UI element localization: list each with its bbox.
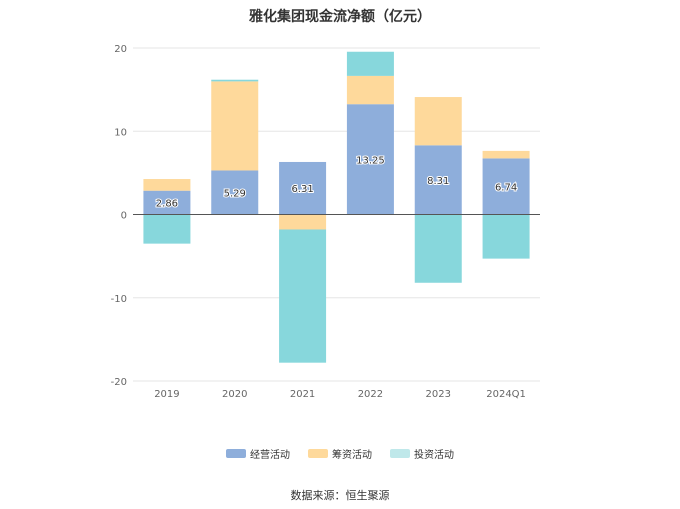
bar-segment xyxy=(414,97,462,146)
data-label: 8.31 xyxy=(427,176,449,187)
data-label: 13.25 xyxy=(356,155,385,166)
bar-segment xyxy=(279,214,327,230)
bar-segment xyxy=(482,150,530,159)
legend-item-financing[interactable]: 筹资活动 xyxy=(308,446,372,461)
y-tick-label: -20 xyxy=(111,377,127,388)
bar-segment xyxy=(211,170,259,215)
bar-segment xyxy=(482,214,530,259)
x-tick-label: 2020 xyxy=(222,389,247,400)
bar-segment xyxy=(346,104,394,215)
x-tick-label: 2023 xyxy=(426,389,451,400)
bar-segment xyxy=(143,214,191,244)
bar-segment xyxy=(346,75,394,105)
legend-label-investing: 投资活动 xyxy=(414,450,454,461)
y-tick-label: -10 xyxy=(111,294,127,305)
cashflow-chart: 20 10 0 -10 -20 2019 2020 2021 2022 2023 2024Q1 2.… xyxy=(111,44,540,400)
data-source: 数据来源：恒生聚源 xyxy=(290,489,390,502)
y-tick-label: 20 xyxy=(114,44,127,55)
chart-legend: 经营活动 筹资活动 投资活动 xyxy=(0,446,680,461)
legend-swatch-operating xyxy=(226,449,246,458)
data-label: 2.86 xyxy=(156,199,178,210)
bar-segment xyxy=(346,51,394,76)
legend-item-operating[interactable]: 经营活动 xyxy=(226,446,290,461)
bar-segment xyxy=(143,190,191,215)
data-label: 5.29 xyxy=(224,188,246,199)
y-tick-label: 0 xyxy=(121,211,127,222)
x-tick-label: 2019 xyxy=(154,389,179,400)
x-tick-label: 2021 xyxy=(290,389,315,400)
bar-segment xyxy=(414,145,462,215)
legend-swatch-investing xyxy=(390,449,410,458)
legend-label-financing: 筹资活动 xyxy=(332,450,372,461)
bar-segment xyxy=(279,161,327,215)
bar-segment xyxy=(211,79,259,82)
y-tick-label: 10 xyxy=(114,127,127,138)
bar-segment xyxy=(414,214,462,283)
legend-label-operating: 经营活动 xyxy=(250,450,290,461)
data-label: 6.31 xyxy=(291,184,313,195)
x-tick-label: 2024Q1 xyxy=(486,389,526,400)
data-label: 6.74 xyxy=(495,182,517,193)
bar-segment xyxy=(482,158,530,215)
bar-segment xyxy=(279,229,327,363)
chart-title: 雅化集团现金流净额（亿元） xyxy=(249,9,431,25)
legend-swatch-financing xyxy=(308,449,328,458)
bar-segment xyxy=(211,81,259,171)
legend-item-investing[interactable]: 投资活动 xyxy=(390,446,454,461)
bar-segment xyxy=(143,179,191,191)
x-tick-label: 2022 xyxy=(358,389,383,400)
